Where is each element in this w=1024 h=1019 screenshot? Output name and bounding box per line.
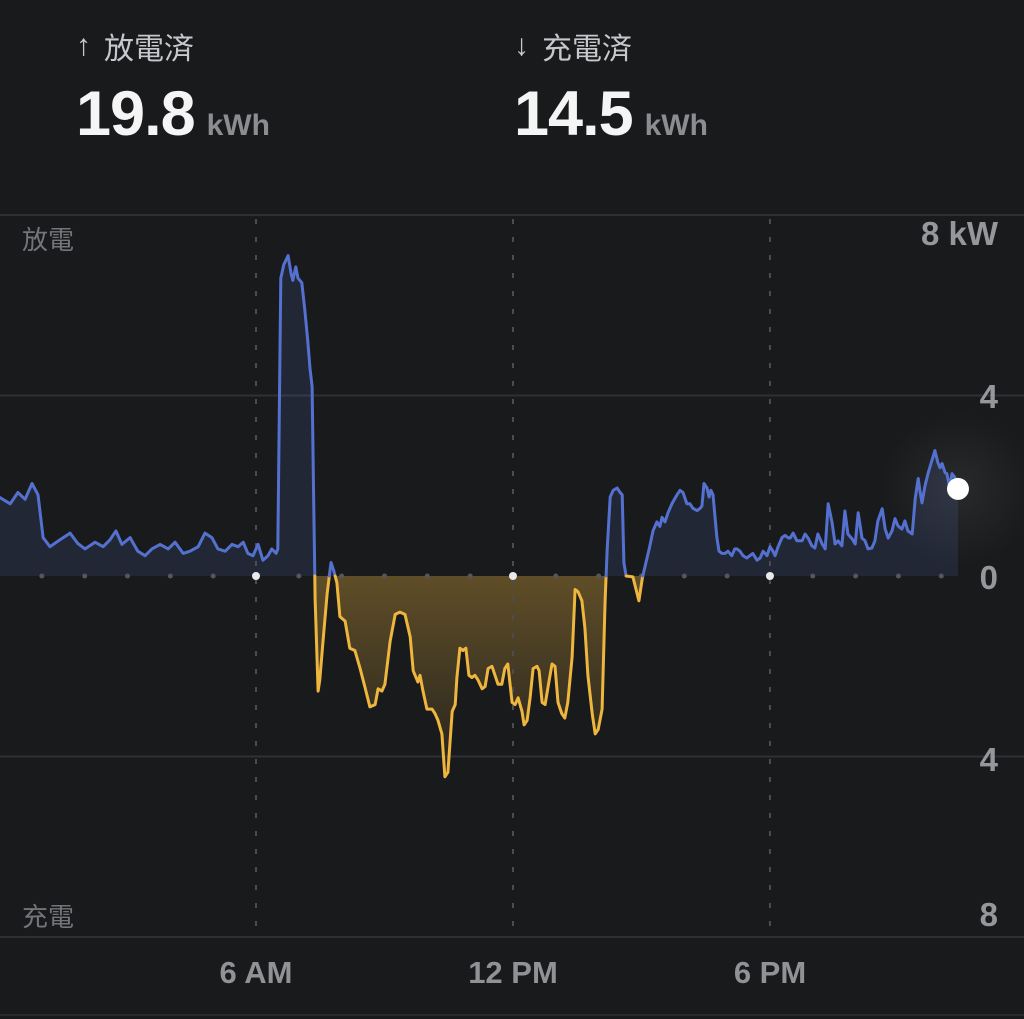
discharge-line bbox=[0, 254, 317, 578]
zero-line-dot bbox=[724, 573, 730, 579]
up-arrow-icon: ↑ bbox=[76, 29, 91, 62]
discharge-line bbox=[641, 449, 960, 578]
zero-line-dot bbox=[895, 573, 901, 579]
x-axis-label-6am: 6 AM bbox=[219, 955, 293, 990]
zero-line-dot bbox=[167, 573, 173, 579]
zero-line-dot bbox=[681, 573, 687, 579]
zero-line-dot bbox=[810, 573, 816, 579]
zero-line-dot bbox=[381, 573, 387, 579]
discharged-unit: kWh bbox=[206, 109, 270, 142]
discharge-region-label: 放電 bbox=[22, 225, 75, 255]
charged-value: 14.5 bbox=[514, 79, 634, 149]
charge-line bbox=[333, 574, 608, 779]
discharged-label-row: ↑ 放電済 bbox=[76, 24, 270, 68]
x-axis-label-12pm: 12 PM bbox=[468, 955, 558, 990]
charged-stat: ↓ 充電済 14.5 kWh bbox=[514, 24, 708, 150]
zero-line-dot bbox=[938, 573, 944, 579]
y-axis-label-neg4: 4 bbox=[979, 741, 998, 778]
charged-label: 充電済 bbox=[542, 33, 632, 66]
discharged-label: 放電済 bbox=[104, 33, 194, 66]
zero-line-dot bbox=[596, 573, 602, 579]
down-arrow-icon: ↓ bbox=[514, 29, 529, 62]
zero-line-dot bbox=[296, 573, 302, 579]
zero-line-dot bbox=[125, 573, 131, 579]
zero-line-dot bbox=[424, 573, 430, 579]
charge-line bbox=[624, 574, 645, 603]
discharged-value: 19.8 bbox=[76, 79, 196, 149]
x-axis-label-6pm: 6 PM bbox=[733, 955, 807, 990]
zero-line-dot bbox=[82, 573, 88, 579]
charged-unit: kWh bbox=[644, 109, 708, 142]
bottom-divider bbox=[0, 1014, 1024, 1016]
y-axis-label-0: 0 bbox=[979, 559, 998, 596]
charge-region-label: 充電 bbox=[22, 902, 75, 932]
charged-label-row: ↓ 充電済 bbox=[514, 24, 708, 68]
zero-line-dot bbox=[210, 573, 216, 579]
current-value-dot[interactable] bbox=[946, 477, 969, 500]
charged-value-row: 14.5 kWh bbox=[514, 78, 708, 150]
charge-line bbox=[313, 574, 331, 693]
zero-line-dot bbox=[39, 573, 45, 579]
zero-line-dot bbox=[553, 573, 559, 579]
zero-line-dot bbox=[508, 572, 517, 580]
zero-line-dot bbox=[467, 573, 473, 579]
discharged-value-row: 19.8 kWh bbox=[76, 78, 270, 150]
y-axis-label-8kw: 8 kW bbox=[920, 215, 998, 252]
y-axis-label-neg8: 8 bbox=[979, 896, 998, 933]
zero-line-dot bbox=[765, 572, 774, 580]
discharged-stat: ↑ 放電済 19.8 kWh bbox=[76, 24, 270, 150]
y-axis-label-4: 4 bbox=[979, 378, 998, 415]
discharge-line bbox=[327, 561, 337, 578]
discharge-area bbox=[642, 450, 958, 576]
zero-line-dot bbox=[339, 573, 345, 579]
discharge-area bbox=[0, 255, 315, 576]
zero-line-dot bbox=[252, 572, 260, 580]
discharge-line bbox=[604, 486, 628, 578]
zero-line-dot bbox=[853, 573, 859, 579]
